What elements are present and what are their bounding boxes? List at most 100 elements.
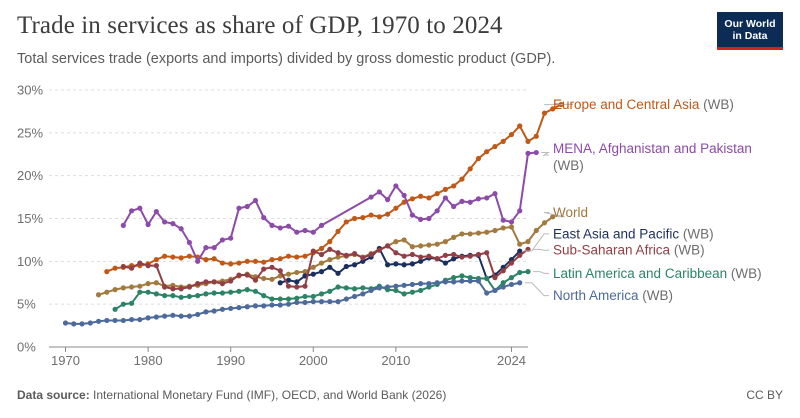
point-sub-saharan-africa [178,286,184,292]
point-europe-central-asia [376,214,382,220]
point-mena [459,198,465,204]
point-mena [508,219,515,225]
point-mena [451,203,457,210]
point-mena [467,199,473,205]
point-latin-america-caribbean [343,285,349,291]
point-north-america [261,303,267,309]
point-latin-america-caribbean [186,293,192,300]
y-tick-label: 15% [17,211,43,226]
point-north-america [87,320,93,326]
point-world [393,239,399,245]
point-mena [310,229,316,235]
point-north-america [236,304,242,311]
point-mena [418,216,424,222]
point-latin-america-caribbean [294,295,300,301]
y-tick-label: 5% [17,297,36,312]
point-east-asia-pacific [327,264,333,270]
label-suffix-east-asia-pacific: (WB) [679,226,714,241]
label-suffix-mena: (WB) [553,158,584,173]
label-latin-america-caribbean: Latin America and Caribbean (WB) [553,266,762,281]
point-latin-america-caribbean [236,288,242,294]
point-mena [426,215,432,222]
point-latin-america-caribbean [351,286,358,292]
point-world [294,269,300,276]
point-north-america [302,299,308,306]
point-latin-america-caribbean [137,289,143,295]
point-mena [120,222,126,228]
point-north-america [244,304,250,310]
point-sub-saharan-africa [500,268,506,274]
point-north-america [426,281,432,287]
point-europe-central-asia [277,256,283,262]
point-world [261,275,267,282]
point-north-america [409,281,415,288]
point-north-america [178,313,184,319]
point-mena [285,223,292,229]
point-world [484,229,490,235]
point-north-america [508,281,515,288]
point-latin-america-caribbean [418,287,424,294]
point-world [517,241,523,247]
point-sub-saharan-africa [335,250,341,256]
point-europe-central-asia [112,265,118,271]
series-labels: Europe and Central Asia (WB) MENA, Afghan… [524,97,762,303]
point-mena [517,208,523,214]
point-europe-central-asia [525,138,531,144]
line-mena [122,151,538,263]
point-north-america [484,290,490,296]
point-europe-central-asia [385,211,391,217]
point-latin-america-caribbean [162,293,168,299]
point-north-america [277,302,283,308]
point-sub-saharan-africa [145,263,151,269]
point-north-america [269,302,275,308]
point-europe-central-asia [327,239,333,245]
point-latin-america-caribbean [195,293,201,299]
point-europe-central-asia [252,258,259,264]
owid-logo[interactable]: Our World in Data [717,12,783,50]
y-tick-label: 30% [17,83,43,98]
label-suffix-sub-saharan-africa: (WB) [670,243,705,258]
point-latin-america-caribbean [401,291,407,297]
point-latin-america-caribbean [261,293,267,299]
point-latin-america-caribbean [203,291,209,297]
point-mena [492,191,498,197]
point-latin-america-caribbean [145,289,151,295]
point-north-america [145,315,151,321]
label-sub-saharan-africa: Sub-Saharan Africa (WB) [553,243,705,258]
point-mena [178,226,184,232]
point-sub-saharan-africa [228,278,234,284]
point-north-america [343,296,349,302]
point-latin-america-caribbean [335,284,341,290]
point-europe-central-asia [343,219,349,225]
license-link[interactable]: CC BY [746,388,783,402]
point-mena [211,245,217,251]
point-north-america [211,308,217,314]
point-europe-central-asia [203,257,209,263]
point-sub-saharan-africa [128,265,135,271]
point-world [500,225,506,231]
point-sub-saharan-africa [492,275,498,281]
point-europe-central-asia [285,253,292,259]
point-sub-saharan-africa [376,247,382,253]
series-north-america [62,278,523,327]
x-tick-label: 2000 [299,353,328,368]
point-latin-america-caribbean [219,290,226,296]
point-north-america [467,278,473,284]
point-mena [145,221,151,228]
point-sub-saharan-africa [203,279,209,285]
point-sub-saharan-africa [153,263,159,269]
point-north-america [228,305,234,312]
x-tick-label: 1990 [216,353,245,368]
point-sub-saharan-africa [517,252,523,258]
point-sub-saharan-africa [418,254,424,260]
point-latin-america-caribbean [451,275,457,281]
y-tick-label: 10% [17,254,43,269]
point-north-america [500,284,506,290]
point-north-america [170,312,176,318]
point-latin-america-caribbean [310,293,316,300]
point-europe-central-asia [467,166,473,172]
point-mena [294,229,300,235]
label-suffix-europe-central-asia: (WB) [699,97,734,112]
connector-sub-saharan-africa [533,248,549,251]
